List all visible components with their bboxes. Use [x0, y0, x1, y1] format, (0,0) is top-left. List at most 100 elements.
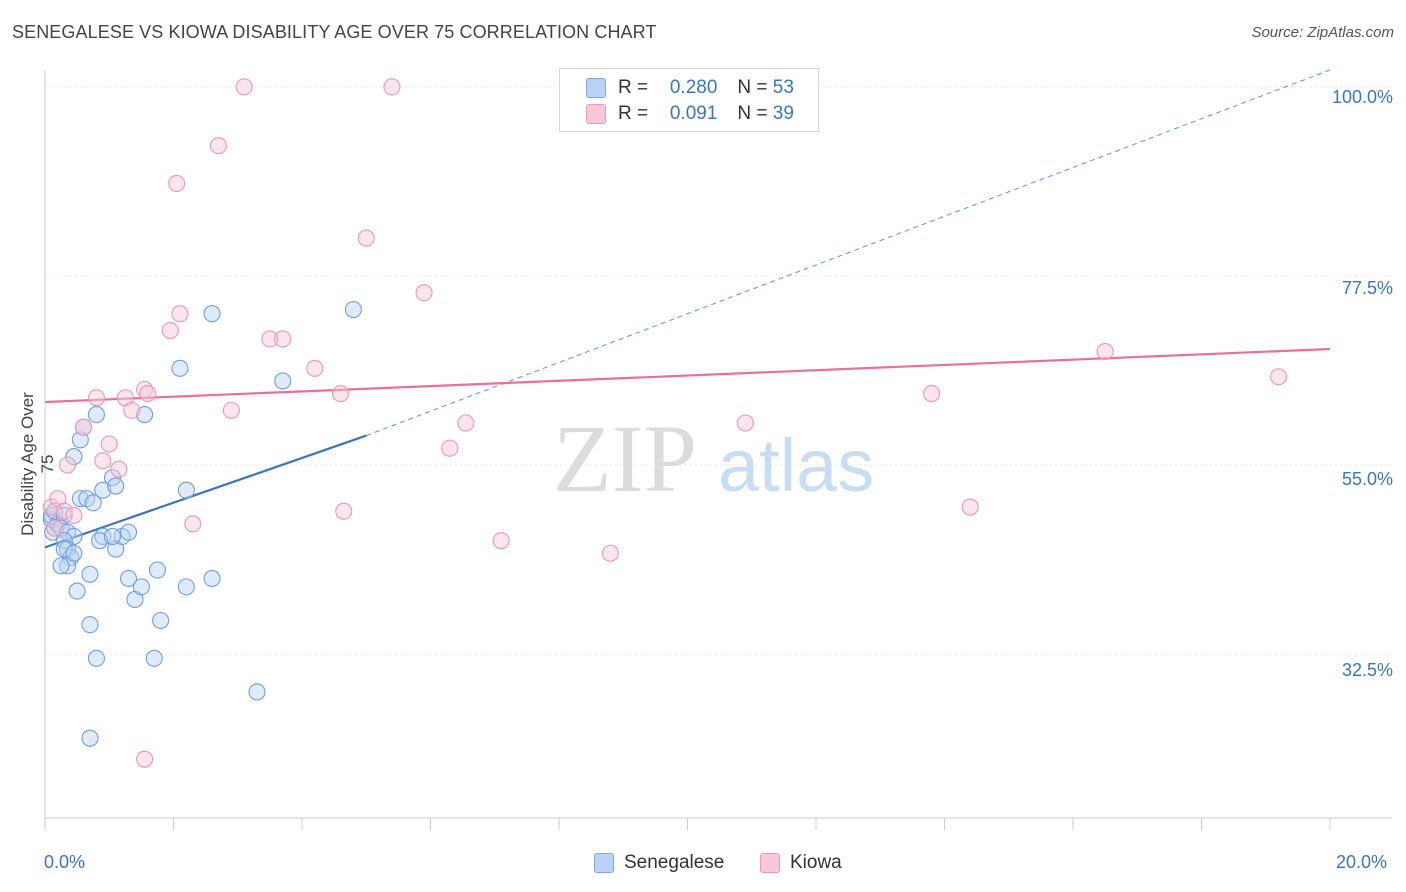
kiowa-swatch: [586, 104, 606, 124]
senegalese-point-43: [81, 729, 99, 747]
x-tick-label-max: 20.0%: [1336, 852, 1388, 872]
senegalese-point-37: [136, 406, 154, 424]
r-label: R =: [618, 103, 649, 124]
y-tick-label-100: 100.0%: [1331, 87, 1393, 107]
senegalese-point-16: [71, 490, 89, 508]
kiowa-point-7: [87, 389, 105, 407]
watermark-zip: ZIP: [553, 405, 697, 512]
senegalese-point-26: [65, 544, 83, 562]
senegalese-legend-swatch: [594, 853, 614, 873]
y-tick-label-55: 55.0%: [1341, 469, 1393, 489]
senegalese-point-28: [81, 565, 99, 583]
kiowa-point-9: [100, 435, 118, 453]
legend-row-senegalese: R = 0.280 N = 53: [586, 76, 794, 100]
kiowa-point-38: [961, 498, 979, 516]
legend-row-kiowa: R = 0.091 N = 39: [586, 102, 794, 126]
senegalese-point-52: [344, 300, 362, 319]
kiowa-point-30: [415, 284, 433, 302]
n-label: N =: [737, 103, 768, 124]
senegalese-point-44: [107, 477, 125, 495]
senegalese-n-value: 53: [772, 77, 794, 98]
x-tick-label-min: 0.0%: [44, 852, 86, 872]
senegalese-point-6: [55, 506, 73, 524]
kiowa-point-36: [736, 414, 754, 432]
watermark-atlas: atlas: [718, 424, 874, 507]
kiowa-point-22: [235, 78, 253, 96]
trend-line-1: [44, 347, 1331, 404]
bottom-legend-kiowa: Kiowa: [760, 852, 842, 874]
kiowa-point-39: [1096, 343, 1114, 361]
kiowa-point-18: [171, 305, 189, 323]
senegalese-point-40: [145, 649, 163, 667]
senegalese-point-45: [177, 578, 195, 596]
y-tick-label-77-5: 77.5%: [1341, 278, 1393, 298]
kiowa-point-27: [335, 502, 353, 520]
senegalese-point-49: [203, 569, 221, 588]
senegalese-r-value: 0.280: [669, 77, 718, 98]
senegalese-point-22: [91, 532, 109, 550]
senegalese-point-33: [87, 406, 105, 424]
senegalese-point-14: [52, 557, 70, 575]
trend-lines: [44, 69, 1331, 549]
y-tick-label-32-5: 32.5%: [1341, 660, 1393, 680]
gridlines: [45, 86, 1392, 655]
kiowa-point-6: [75, 418, 93, 436]
senegalese-point-27: [68, 582, 86, 600]
senegalese-point-51: [274, 372, 292, 390]
kiowa-point-12: [123, 401, 141, 419]
kiowa-n-value: 39: [772, 103, 794, 124]
senegalese-point-30: [65, 448, 83, 466]
senegalese-point-36: [132, 578, 150, 596]
senegalese-point-25: [119, 523, 138, 541]
kiowa-point-16: [161, 321, 179, 340]
kiowa-point-40: [1270, 368, 1288, 386]
kiowa-point-20: [209, 137, 228, 155]
senegalese-point-15: [55, 540, 73, 558]
kiowa-point-24: [274, 330, 292, 348]
senegalese-point-38: [148, 561, 166, 579]
kiowa-point-14: [139, 385, 157, 403]
kiowa-point-28: [357, 229, 375, 247]
n-label: N =: [737, 77, 768, 98]
senegalese-swatch: [586, 78, 606, 98]
kiowa-point-21: [222, 401, 240, 419]
source-label: Source: ZipAtlas.com: [1251, 24, 1394, 41]
kiowa-point-26: [331, 385, 350, 403]
senegalese-point-19: [94, 481, 112, 499]
kiowa-point-19: [184, 515, 202, 533]
kiowa-point-34: [601, 544, 619, 562]
kiowa-legend-swatch: [760, 853, 780, 873]
kiowa-point-33: [492, 532, 510, 550]
kiowa-point-1: [46, 519, 64, 537]
r-label: R =: [618, 77, 649, 98]
trend-line-0: [44, 434, 367, 549]
senegalese-point-48: [203, 305, 221, 323]
kiowa-point-5: [65, 506, 83, 524]
kiowa-point-25: [306, 359, 324, 377]
senegalese-point-46: [177, 481, 195, 499]
trend-line-dashed-0: [366, 69, 1331, 437]
y-axis-title: Disability Age Over 75: [18, 392, 57, 536]
kiowa-legend-label: Kiowa: [790, 852, 842, 873]
bottom-legend-senegalese: Senegalese: [594, 852, 724, 874]
senegalese-point-29: [103, 527, 122, 545]
kiowa-point-31: [441, 439, 459, 457]
data-points: [42, 78, 1288, 768]
kiowa-point-10: [110, 460, 128, 478]
senegalese-point-42: [87, 649, 105, 667]
senegalese-legend-label: Senegalese: [624, 852, 725, 873]
kiowa-point-15: [136, 750, 154, 768]
senegalese-point-39: [152, 611, 170, 630]
kiowa-point-29: [383, 78, 401, 96]
kiowa-point-37: [923, 385, 941, 403]
senegalese-point-50: [248, 683, 266, 701]
kiowa-point-23: [261, 330, 279, 348]
kiowa-point-17: [168, 174, 186, 193]
legend: R = 0.280 N = 53 R = 0.091 N = 39: [559, 68, 819, 132]
senegalese-point-18: [84, 494, 102, 512]
senegalese-point-41: [81, 616, 99, 634]
kiowa-r-value: 0.091: [669, 103, 718, 124]
kiowa-point-3: [55, 502, 73, 520]
kiowa-point-0: [42, 498, 60, 516]
